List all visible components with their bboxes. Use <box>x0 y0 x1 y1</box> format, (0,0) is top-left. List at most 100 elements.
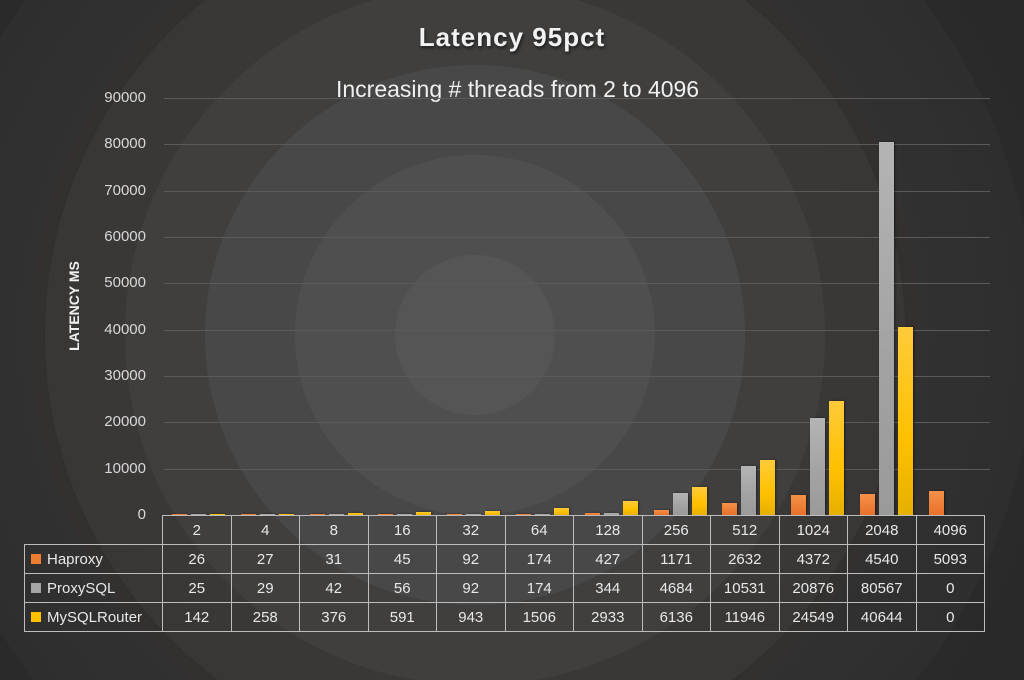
bar-mysqlrouter-32 <box>485 510 501 515</box>
y-tick-label: 30000 <box>104 367 146 384</box>
table-header-cell: 4 <box>230 515 300 545</box>
table-cell: 591 <box>367 602 437 632</box>
legend-entry: Haproxy <box>24 544 163 574</box>
y-tick-label: 10000 <box>104 459 146 477</box>
table-cell: 42 <box>299 573 369 603</box>
y-tick-label: 60000 <box>104 228 146 245</box>
legend-swatch-icon <box>31 553 41 564</box>
gridline <box>164 283 990 285</box>
y-tick-label: 40000 <box>104 320 146 338</box>
table-cell: 10531 <box>710 573 780 603</box>
y-tick-label: 0 <box>137 506 146 523</box>
series-label: Haproxy <box>47 550 103 568</box>
bar-haproxy-4 <box>240 514 256 515</box>
bar-haproxy-32 <box>447 514 463 515</box>
series-label: MySQLRouter <box>47 608 143 626</box>
bar-proxysql-128 <box>603 513 619 515</box>
bar-mysqlrouter-16 <box>416 512 432 515</box>
bar-proxysql-8 <box>328 514 344 515</box>
bar-haproxy-4096 <box>928 491 944 515</box>
bar-haproxy-2 <box>171 514 187 515</box>
bar-mysqlrouter-1024 <box>829 401 845 515</box>
gridline <box>164 329 990 331</box>
bar-haproxy-1024 <box>791 494 807 515</box>
table-cell: 11946 <box>710 602 780 632</box>
table-cell: 1171 <box>641 544 711 574</box>
bar-haproxy-128 <box>584 513 600 515</box>
table-cell: 27 <box>230 544 300 574</box>
table-cell: 4372 <box>778 544 848 574</box>
bar-proxysql-32 <box>466 514 482 515</box>
table-header-cell: 16 <box>367 515 437 545</box>
table-cell: 31 <box>299 544 369 574</box>
y-tick-label: 50000 <box>104 274 146 292</box>
gridline <box>164 237 990 238</box>
legend-swatch-icon <box>31 611 41 622</box>
bar-haproxy-512 <box>722 502 738 515</box>
table-header-cell: 2 <box>162 515 232 545</box>
table-cell: 943 <box>436 602 506 632</box>
table-cell: 258 <box>230 602 300 632</box>
table-cell: 1506 <box>504 602 574 632</box>
table-cell: 92 <box>436 544 506 574</box>
table-row: ProxySQL 25 29 42 56 92 174 344 4684 10531 20876 80… <box>24 573 985 603</box>
table-cell: 0 <box>915 602 985 632</box>
bar-mysqlrouter-2 <box>209 514 225 515</box>
table-cell: 56 <box>367 573 437 603</box>
table-header-cell: 64 <box>504 515 574 545</box>
table-cell: 25 <box>162 573 232 603</box>
bar-mysqlrouter-512 <box>760 459 776 515</box>
bar-proxysql-2048 <box>878 141 894 515</box>
gridline <box>164 468 990 470</box>
table-cell: 376 <box>299 602 369 632</box>
bar-mysqlrouter-128 <box>622 501 638 515</box>
legend-entry: ProxySQL <box>24 573 163 603</box>
table-corner <box>24 515 163 545</box>
table-cell: 0 <box>915 573 985 603</box>
table-cell: 45 <box>367 544 437 574</box>
data-table: 2 4 8 16 32 64 128 256 512 1024 2048 4096 Haproxy 26… <box>24 515 985 632</box>
table-header-cell: 1024 <box>778 515 848 545</box>
y-tick-label: 90000 <box>104 89 146 106</box>
table-header-cell: 4096 <box>915 515 985 545</box>
table-cell: 29 <box>230 573 300 603</box>
table-cell: 4684 <box>641 573 711 603</box>
table-cell: 26 <box>162 544 232 574</box>
bar-haproxy-16 <box>378 514 394 515</box>
table-cell: 6136 <box>641 602 711 632</box>
table-header-cell: 128 <box>573 515 643 545</box>
gridline <box>164 190 990 192</box>
table-cell: 174 <box>504 573 574 603</box>
table-cell: 80567 <box>847 573 917 603</box>
bar-mysqlrouter-64 <box>553 508 569 515</box>
gridline <box>164 144 990 146</box>
bar-mysqlrouter-2048 <box>897 326 913 515</box>
table-header-cell: 256 <box>641 515 711 545</box>
table-cell: 427 <box>573 544 643 574</box>
gridline <box>164 98 990 99</box>
table-cell: 5093 <box>915 544 985 574</box>
table-cell: 2933 <box>573 602 643 632</box>
bar-proxysql-4 <box>259 514 275 515</box>
bar-haproxy-64 <box>515 514 531 515</box>
bar-mysqlrouter-256 <box>691 486 707 515</box>
series-label: ProxySQL <box>47 579 116 597</box>
table-cell: 174 <box>504 544 574 574</box>
table-cell: 2632 <box>710 544 780 574</box>
bar-haproxy-256 <box>653 509 669 515</box>
table-cell: 20876 <box>778 573 848 603</box>
table-cell: 344 <box>573 573 643 603</box>
bar-proxysql-256 <box>672 493 688 515</box>
table-cell: 24549 <box>778 602 848 632</box>
bar-proxysql-1024 <box>810 418 826 515</box>
bar-proxysql-2 <box>190 514 206 515</box>
table-cell: 142 <box>162 602 232 632</box>
chart-subtitle: Increasing # threads from 2 to 4096 <box>336 76 700 102</box>
table-cell: 4540 <box>847 544 917 574</box>
legend-swatch-icon <box>31 582 41 593</box>
table-cell: 40644 <box>847 602 917 632</box>
table-header-cell: 32 <box>436 515 506 545</box>
table-row: MySQLRouter 142 258 376 591 943 1506 2933 6136 11… <box>24 602 985 632</box>
bar-mysqlrouter-4 <box>278 513 294 515</box>
bar-proxysql-512 <box>741 466 757 515</box>
